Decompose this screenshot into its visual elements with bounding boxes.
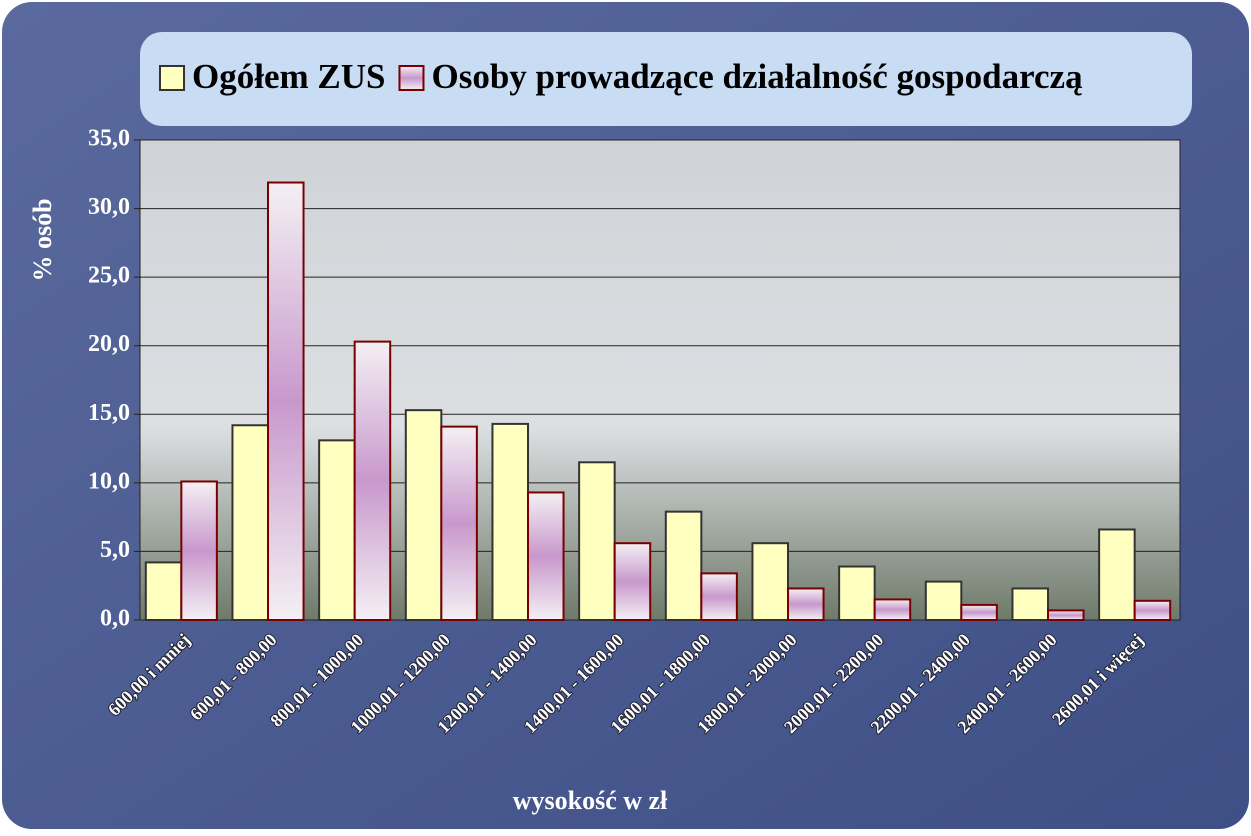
legend-swatch — [398, 65, 425, 91]
bar — [787, 587, 825, 622]
bar — [960, 603, 998, 622]
y-axis-label: % osób — [28, 198, 57, 281]
bar — [318, 439, 356, 622]
bar — [440, 425, 478, 621]
y-tick-label: 20,0 — [88, 331, 130, 357]
bar — [664, 510, 703, 621]
bar — [924, 580, 963, 621]
plot-area — [139, 139, 1181, 621]
bar — [1011, 587, 1050, 622]
y-tick-label: 30,0 — [88, 194, 130, 220]
legend-swatch — [159, 65, 185, 91]
bar — [267, 181, 305, 621]
x-axis-label: wysokość w zł — [513, 786, 668, 815]
bar — [578, 461, 616, 621]
bar — [231, 424, 269, 621]
y-tick-label: 0,0 — [100, 606, 130, 632]
bar — [613, 542, 652, 622]
bar — [838, 565, 876, 621]
bar — [404, 409, 443, 621]
y-tick-label: 15,0 — [88, 400, 130, 426]
bar — [353, 340, 392, 621]
legend-label: Ogółem ZUS — [192, 57, 385, 96]
bar — [700, 572, 738, 621]
bar — [1047, 609, 1085, 622]
y-tick-label: 10,0 — [88, 468, 130, 494]
y-tick-label: 35,0 — [88, 126, 130, 152]
bar — [527, 491, 565, 622]
y-tick-label: 5,0 — [100, 537, 130, 563]
bar — [873, 598, 912, 622]
y-tick-label: 25,0 — [88, 263, 130, 289]
bar — [180, 480, 218, 621]
bar — [1098, 528, 1136, 621]
bar — [144, 561, 183, 622]
bar — [491, 422, 530, 621]
legend-label: Osoby prowadzące działalność gospodarczą — [431, 57, 1082, 96]
bar — [1133, 599, 1172, 621]
bar — [751, 542, 790, 622]
legend-box — [140, 32, 1192, 126]
